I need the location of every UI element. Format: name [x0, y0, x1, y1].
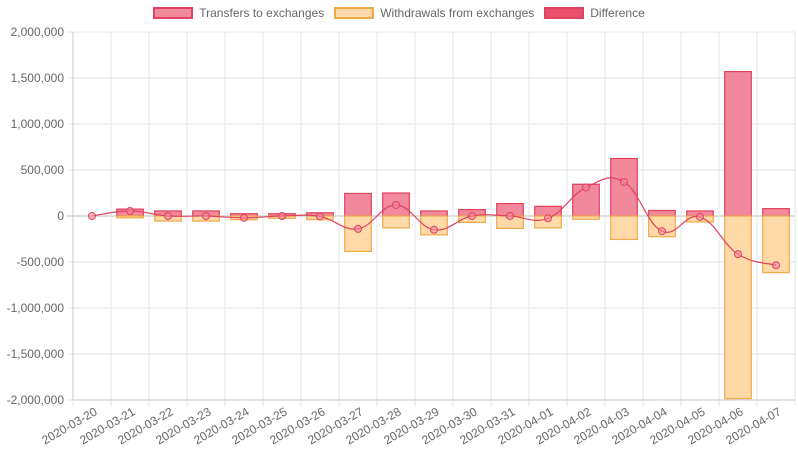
bar-transfers: [344, 192, 372, 217]
legend-swatch-transfers: [153, 7, 194, 19]
bar-transfers: [724, 70, 752, 217]
bar-withdrawals: [344, 215, 372, 253]
legend-item-transfers[interactable]: Transfers to exchanges: [153, 6, 324, 20]
difference-point: [164, 212, 172, 220]
legend-item-difference[interactable]: Difference: [544, 6, 645, 20]
y-tick-label: -1,500,000: [7, 347, 65, 361]
difference-point: [544, 214, 552, 223]
difference-point: [202, 212, 210, 220]
bar-withdrawals: [610, 215, 638, 241]
bar-transfers: [610, 157, 638, 217]
difference-point: [772, 261, 780, 270]
bar-withdrawals: [648, 215, 676, 238]
difference-point: [582, 183, 590, 192]
difference-point: [468, 212, 476, 220]
difference-point: [316, 212, 324, 221]
legend-label-transfers: Transfers to exchanges: [199, 6, 325, 20]
bar-withdrawals: [572, 215, 600, 220]
bar-withdrawals: [382, 215, 410, 229]
y-tick-label: 1,000,000: [11, 117, 65, 131]
difference-point: [658, 227, 666, 236]
y-tick-label: -1,000,000: [7, 301, 65, 315]
y-tick-label: 500,000: [21, 163, 65, 177]
difference-point: [278, 212, 286, 220]
difference-point: [506, 212, 514, 220]
difference-point: [240, 213, 248, 222]
difference-point: [696, 212, 704, 221]
difference-point: [126, 206, 134, 215]
bar-withdrawals: [116, 215, 144, 219]
bar-transfers: [420, 210, 448, 217]
y-tick-labels: 2,000,000 1,500,000 1,000,000 500,000 0 -500,…: [7, 25, 65, 407]
legend-label-difference: Difference: [590, 6, 645, 20]
difference-point: [88, 212, 96, 220]
legend: Transfers to exchanges Withdrawals from …: [0, 6, 798, 20]
bar-withdrawals: [724, 215, 752, 400]
difference-point: [430, 225, 438, 234]
difference-point: [620, 177, 628, 186]
bar-transfers: [648, 209, 676, 217]
x-tick-labels: 2020-03-202020-03-212020-03-222020-03-23…: [39, 404, 783, 447]
difference-line: [88, 177, 780, 270]
difference-point: [354, 224, 362, 233]
y-tick-label: 2,000,000: [11, 25, 65, 39]
y-tick-label: -500,000: [17, 255, 65, 269]
y-tick-label: -2,000,000: [7, 393, 65, 407]
difference-point: [734, 250, 742, 259]
legend-swatch-difference: [544, 7, 585, 19]
axes: [72, 32, 795, 401]
legend-item-withdrawals[interactable]: Withdrawals from exchanges: [334, 6, 534, 20]
difference-point: [392, 200, 400, 209]
bar-transfers: [762, 208, 790, 217]
legend-swatch-withdrawals: [334, 7, 375, 19]
legend-label-withdrawals: Withdrawals from exchanges: [380, 6, 535, 20]
y-tick-label: 0: [57, 209, 64, 223]
y-tick-label: 1,500,000: [11, 71, 65, 85]
